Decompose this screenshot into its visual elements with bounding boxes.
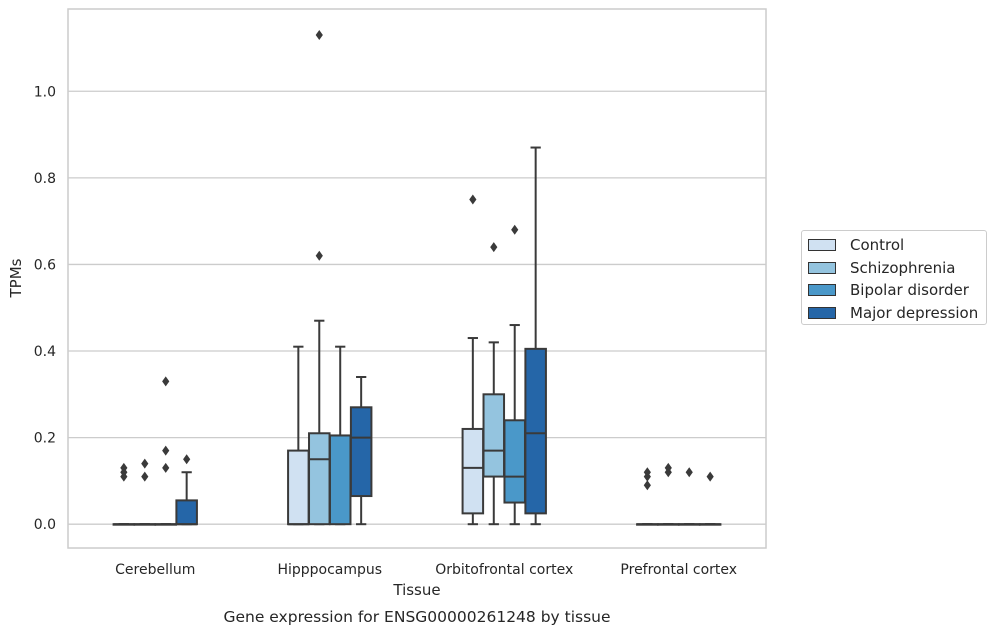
box: [349, 406, 373, 498]
legend-swatch-control: [808, 239, 836, 251]
box-group: [112, 462, 136, 526]
legend-label-schizophrenia: Schizophrenia: [850, 259, 956, 277]
y-tick-label: 1.0: [34, 84, 56, 100]
box: [287, 449, 310, 526]
box-group: [328, 345, 352, 526]
box: [308, 432, 331, 526]
outlier-point: [643, 480, 651, 491]
legend-item-schizophrenia: Schizophrenia: [808, 258, 955, 278]
outlier-point: [643, 467, 651, 478]
box-group: [482, 242, 506, 526]
outlier-point: [664, 462, 672, 473]
plot-frame: [67, 8, 767, 549]
box: [461, 427, 485, 515]
box-group: [524, 146, 547, 526]
box: [524, 347, 547, 515]
outlier-point: [706, 471, 714, 482]
box-group: [698, 471, 722, 526]
outlier-point: [315, 250, 323, 261]
outlier-point: [469, 194, 477, 205]
outlier-point: [685, 467, 693, 478]
outlier-point: [141, 471, 149, 482]
box-group: [349, 375, 373, 526]
outlier-point: [490, 242, 498, 253]
legend: Control Schizophrenia Bipolar disorder M…: [801, 230, 987, 325]
box: [482, 393, 506, 478]
x-tick-label: Cerebellum: [115, 562, 195, 578]
legend-swatch-major-depression: [808, 307, 836, 319]
y-axis-label: TPMs: [7, 258, 25, 298]
box-group: [657, 462, 680, 526]
outlier-point: [141, 458, 149, 469]
box-group: [175, 454, 198, 526]
plot-area: [68, 9, 766, 548]
x-axis-label: Tissue: [392, 581, 440, 599]
box-group: [677, 467, 701, 526]
box-group: [308, 29, 331, 526]
legend-item-control: Control: [808, 235, 904, 255]
legend-label-control: Control: [850, 236, 905, 254]
box: [503, 419, 526, 504]
legend-item-major-depression: Major depression: [808, 303, 978, 323]
outlier-point: [162, 462, 170, 473]
legend-swatch-bipolar-disorder: [808, 284, 836, 296]
box: [328, 434, 352, 526]
outlier-point: [162, 376, 170, 387]
outlier-point: [315, 29, 323, 40]
outlier-point: [183, 454, 191, 465]
y-tick-label: 0.8: [34, 171, 56, 187]
x-tick-label: Hipppocampus: [277, 562, 382, 578]
outlier-point: [162, 445, 170, 456]
legend-swatch-schizophrenia: [808, 262, 836, 274]
legend-label-major-depression: Major depression: [850, 304, 979, 322]
box-group: [287, 345, 310, 526]
legend-label-bipolar-disorder: Bipolar disorder: [850, 281, 969, 299]
chart-title: Gene expression for ENSG00000261248 by t…: [223, 608, 610, 626]
box: [175, 499, 198, 526]
legend-item-bipolar-disorder: Bipolar disorder: [808, 280, 969, 300]
outlier-point: [511, 224, 519, 235]
outlier-point: [120, 462, 128, 473]
y-tick-label: 0.4: [34, 344, 56, 360]
y-tick-labels: 0.0 0.2 0.4 0.6 0.8 1.0: [34, 84, 56, 533]
box-group: [461, 194, 485, 526]
x-tick-label: Orbitofrontal cortex: [435, 562, 573, 578]
x-tick-labels: Cerebellum Hipppocampus Orbitofrontal cort…: [115, 562, 737, 578]
y-tick-label: 0.0: [34, 517, 56, 533]
box-groups: [112, 29, 722, 526]
y-tick-label: 0.2: [34, 431, 56, 447]
x-tick-label: Prefrontal cortex: [620, 562, 737, 578]
y-tick-label: 0.6: [34, 257, 56, 273]
